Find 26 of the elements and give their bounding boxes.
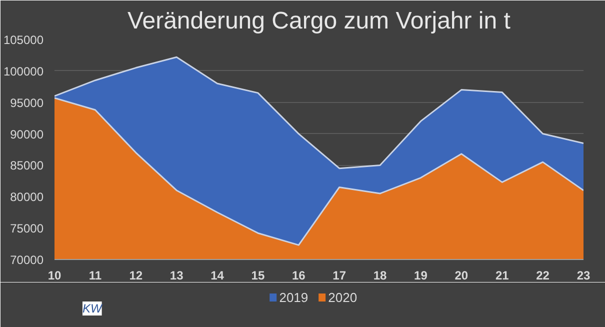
y-tick-label: 75000 [10, 222, 44, 236]
x-tick-label: 22 [536, 268, 550, 282]
x-axis-title: KW [82, 302, 104, 316]
chart-title: Veränderung Cargo zum Vorjahr in t [128, 8, 511, 34]
x-tick-label: 21 [495, 268, 510, 282]
x-tick-label: 18 [373, 268, 388, 282]
x-tick-label: 20 [454, 268, 468, 282]
y-tick-label: 70000 [10, 253, 44, 267]
x-tick-label: 13 [170, 268, 184, 282]
y-tick-label: 85000 [10, 158, 44, 173]
y-tick-label: 90000 [10, 127, 44, 142]
legend-label: 2020 [328, 290, 358, 305]
x-tick-label: 16 [292, 268, 306, 282]
x-tick-label: 12 [129, 268, 143, 282]
y-tick-label: 80000 [10, 190, 44, 204]
x-tick-label: 19 [414, 268, 428, 282]
x-tick-label: 17 [332, 268, 346, 282]
x-tick-label: 15 [251, 268, 265, 282]
legend-label: 2019 [279, 290, 308, 305]
x-tick-label: 10 [48, 268, 62, 282]
y-tick-label: 105000 [3, 33, 44, 47]
y-tick-label: 95000 [10, 96, 44, 110]
x-tick-label: 11 [88, 268, 102, 282]
x-tick-label: 23 [576, 268, 590, 282]
y-tick-label: 100000 [3, 64, 44, 78]
x-tick-label: 14 [210, 268, 224, 282]
